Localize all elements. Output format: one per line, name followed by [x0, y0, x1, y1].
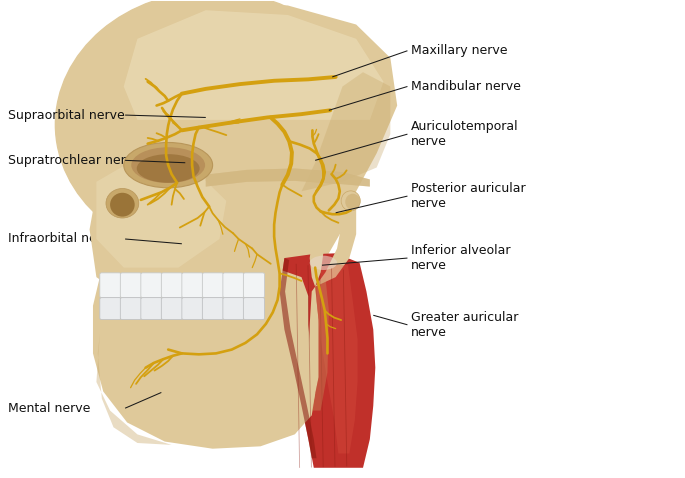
Text: Infraorbital nerve: Infraorbital nerve	[8, 232, 116, 246]
Text: Supraorbital nerve: Supraorbital nerve	[8, 109, 124, 121]
FancyBboxPatch shape	[100, 273, 121, 298]
Text: Mandibular nerve: Mandibular nerve	[411, 80, 521, 93]
Ellipse shape	[132, 147, 205, 183]
FancyBboxPatch shape	[121, 273, 142, 298]
Polygon shape	[279, 258, 316, 458]
Text: Supratrochlear nerve: Supratrochlear nerve	[8, 154, 140, 167]
Polygon shape	[206, 168, 370, 186]
Polygon shape	[83, 0, 397, 325]
Polygon shape	[310, 234, 323, 287]
FancyBboxPatch shape	[162, 298, 182, 320]
Text: Greater auricular
nerve: Greater auricular nerve	[411, 311, 519, 339]
Text: Posterior auricular
nerve: Posterior auricular nerve	[411, 182, 525, 210]
Polygon shape	[97, 158, 226, 268]
Text: Mental nerve: Mental nerve	[8, 402, 90, 415]
FancyBboxPatch shape	[202, 273, 223, 298]
Ellipse shape	[106, 188, 139, 218]
FancyBboxPatch shape	[141, 298, 162, 320]
FancyBboxPatch shape	[121, 298, 142, 320]
Text: Inferior alveolar
nerve: Inferior alveolar nerve	[411, 244, 510, 272]
FancyBboxPatch shape	[202, 298, 223, 320]
Polygon shape	[97, 334, 172, 445]
Ellipse shape	[110, 193, 135, 217]
Ellipse shape	[310, 256, 337, 270]
Polygon shape	[312, 277, 329, 411]
FancyBboxPatch shape	[223, 298, 244, 320]
Polygon shape	[295, 191, 356, 435]
FancyBboxPatch shape	[182, 298, 203, 320]
FancyBboxPatch shape	[141, 273, 162, 298]
Polygon shape	[124, 10, 384, 120]
Text: Maxillary nerve: Maxillary nerve	[411, 44, 508, 57]
Ellipse shape	[137, 154, 199, 183]
Polygon shape	[93, 263, 315, 449]
Polygon shape	[90, 153, 247, 306]
FancyBboxPatch shape	[223, 273, 244, 298]
Polygon shape	[279, 253, 375, 468]
Ellipse shape	[55, 0, 370, 258]
Polygon shape	[206, 168, 370, 186]
Ellipse shape	[341, 191, 360, 211]
FancyBboxPatch shape	[100, 298, 121, 320]
Polygon shape	[316, 263, 358, 454]
FancyBboxPatch shape	[243, 298, 264, 320]
Ellipse shape	[124, 142, 212, 188]
FancyBboxPatch shape	[182, 273, 203, 298]
Ellipse shape	[345, 194, 360, 210]
FancyBboxPatch shape	[162, 273, 182, 298]
Polygon shape	[301, 72, 390, 191]
FancyBboxPatch shape	[243, 273, 264, 298]
Text: Auriculotemporal
nerve: Auriculotemporal nerve	[411, 120, 519, 148]
